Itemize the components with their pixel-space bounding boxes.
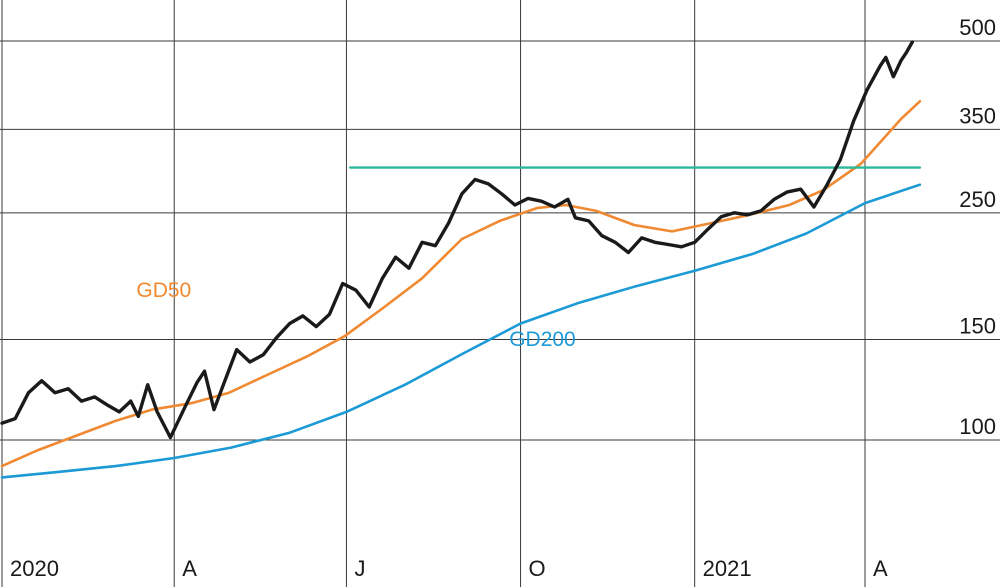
series-price-line [0, 40, 914, 440]
x-tick-label: 2021 [703, 556, 752, 581]
x-tick-label: J [354, 556, 365, 581]
x-tick-label: A [182, 556, 197, 581]
x-tick-label: 2020 [10, 556, 59, 581]
series-annotations: GD50 GD200 [136, 279, 575, 351]
x-tick-label: A [873, 556, 888, 581]
y-tick-label: 350 [959, 103, 996, 128]
annotation-gd200: GD200 [509, 328, 576, 351]
series-layer [0, 40, 922, 479]
y-tick-label: 150 [959, 313, 996, 338]
y-tick-label: 250 [959, 187, 996, 212]
annotation-gd50: GD50 [136, 279, 191, 302]
y-tick-label: 500 [959, 15, 996, 40]
x-tick-label: O [529, 556, 546, 581]
y-tick-label: 100 [959, 414, 996, 439]
series-gd200-line [0, 183, 922, 479]
series-gd50-line [0, 100, 922, 468]
tick-labels: 100 150 250 350 500 2020 A J O 2021 A [10, 15, 996, 581]
